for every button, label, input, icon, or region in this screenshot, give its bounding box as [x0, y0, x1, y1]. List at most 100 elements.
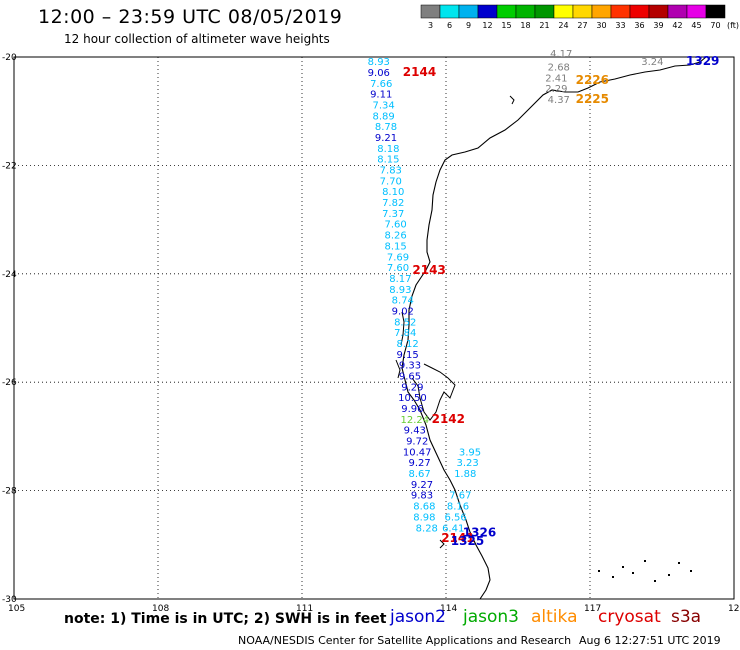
legend-jason3: jason3	[463, 607, 519, 627]
island-dot	[598, 570, 600, 572]
longitude-tick-label: 111	[296, 604, 313, 614]
legend-tick-label: 70	[710, 21, 720, 30]
credit-line: NOAA/NESDIS Center for Satellite Applica…	[238, 634, 572, 647]
longitude-tick-label: 117	[584, 604, 601, 614]
wave-height-label: 7.84	[394, 328, 416, 339]
wave-height-label: 9.83	[411, 491, 433, 502]
wave-height-label: 9.43	[404, 426, 426, 437]
wave-height-label: 7.69	[387, 252, 409, 263]
wave-height-label: 9.65	[399, 371, 421, 382]
legend-tick-label: 39	[653, 21, 663, 30]
wave-height-label: 9.02	[392, 306, 414, 317]
island-dot	[644, 560, 646, 562]
latitude-tick-label: -20	[2, 53, 17, 63]
track-time-label: 2142	[432, 412, 465, 426]
wave-height-label: 4.37	[548, 95, 570, 106]
legend-tick-label: 21	[539, 21, 549, 30]
track-time-label: 2141	[441, 531, 474, 545]
wave-height-label: 8.68	[413, 502, 435, 513]
wave-height-label: 7.34	[372, 100, 394, 111]
wave-height-label: 2.41	[545, 73, 567, 84]
wave-height-label: 1.88	[454, 469, 476, 480]
wave-height-label: 7.83	[380, 166, 402, 177]
wave-height-label: 7.60	[384, 220, 406, 231]
legend-tick-label: 12	[482, 21, 492, 30]
island-dot	[690, 570, 692, 572]
wave-height-label: 8.18	[377, 144, 399, 155]
wave-height-label: 9.96	[401, 404, 423, 415]
island-outline	[509, 95, 515, 105]
latitude-tick-label: -28	[2, 487, 17, 497]
wave-height-label: 9.27	[408, 458, 430, 469]
wave-height-label: 3.95	[459, 447, 481, 458]
wave-height-label: 7.67	[449, 491, 471, 502]
wave-height-label: 8.52	[394, 317, 416, 328]
legend-tick-label: 24	[558, 21, 568, 30]
wave-height-label: 10.50	[398, 393, 427, 404]
coastline	[401, 56, 707, 600]
island-dot	[622, 566, 624, 568]
island-dot	[654, 580, 656, 582]
wave-height-label: 8.26	[384, 231, 406, 242]
legend-unit: (ft)	[727, 21, 739, 30]
legend-tick-label: 15	[501, 21, 511, 30]
latitude-tick-label: -30	[2, 595, 17, 605]
generation-timestamp: Aug 6 12:27:51 UTC 2019	[579, 634, 721, 647]
track-time-label: 1326	[463, 526, 496, 540]
legend-tick-label: 45	[691, 21, 701, 30]
legend-tick-label: 9	[466, 21, 471, 30]
legend-tick-label: 33	[615, 21, 625, 30]
wave-height-label: 4.17	[550, 49, 572, 60]
island-dot	[668, 574, 670, 576]
wave-height-label: 9.27	[411, 480, 433, 491]
wave-height-label: 8.10	[382, 187, 404, 198]
island-outline	[400, 311, 405, 346]
island-dot	[612, 576, 614, 578]
wave-height-label: 3.23	[456, 458, 478, 469]
legend-tick-label: 30	[596, 21, 606, 30]
wave-height-label: 2.68	[548, 63, 570, 74]
wave-height-label: 6.41	[442, 523, 464, 534]
wave-height-label: 8.16	[447, 502, 469, 513]
legend-swatch	[705, 4, 726, 19]
latitude-tick-label: -26	[2, 378, 17, 388]
legend-colorbar: 3 6 9 12 15 18 21 24 27 30 33 36 39 42 45 70 (ft)	[420, 4, 739, 30]
wave-height-label: 12.24	[400, 415, 429, 426]
track-time-label: 2143	[412, 263, 445, 277]
longitude-tick-label: 108	[152, 604, 169, 614]
shark-bay-outline	[411, 363, 456, 421]
wave-height-label: 8.78	[375, 122, 397, 133]
wave-height-label: 6.56	[444, 512, 466, 523]
wave-height-label: 9.06	[368, 68, 390, 79]
legend-tick-label: 6	[447, 21, 452, 30]
wave-height-label: 8.15	[384, 241, 406, 252]
legend-jason2: jason2	[390, 607, 446, 627]
legend-altika: altika	[531, 607, 578, 627]
wave-height-label: 9.21	[375, 133, 397, 144]
legend-cryosat: cryosat	[598, 607, 661, 627]
wave-height-label: 8.17	[389, 274, 411, 285]
wave-height-label: 8.67	[408, 469, 430, 480]
track-time-label: 1325	[451, 534, 484, 548]
legend-s3a: s3a	[671, 607, 702, 627]
latitude-tick-label: -22	[2, 161, 17, 171]
page-title: 12:00 – 23:59 UTC 08/05/2019	[38, 6, 343, 28]
wave-height-label: 8.98	[413, 512, 435, 523]
wave-height-label: 8.28	[416, 523, 438, 534]
wave-height-label: 9.29	[401, 382, 423, 393]
wave-height-label: 7.37	[382, 209, 404, 220]
longitude-tick-label: 105	[8, 604, 25, 614]
wave-height-label: 8.89	[372, 111, 394, 122]
island-dot	[678, 562, 680, 564]
wave-height-label: 8.93	[368, 57, 390, 68]
footer-note: note: 1) Time is in UTC; 2) SWH is in fe…	[64, 611, 387, 627]
track-time-label: 2226	[576, 73, 609, 87]
track-time-label: 1329	[686, 54, 719, 68]
legend-tick-label: 27	[577, 21, 587, 30]
wave-height-label: 9.33	[399, 361, 421, 372]
wave-height-label: 9.15	[396, 350, 418, 361]
longitude-tick-label: 114	[440, 604, 457, 614]
wave-height-label: 8.15	[377, 155, 399, 166]
